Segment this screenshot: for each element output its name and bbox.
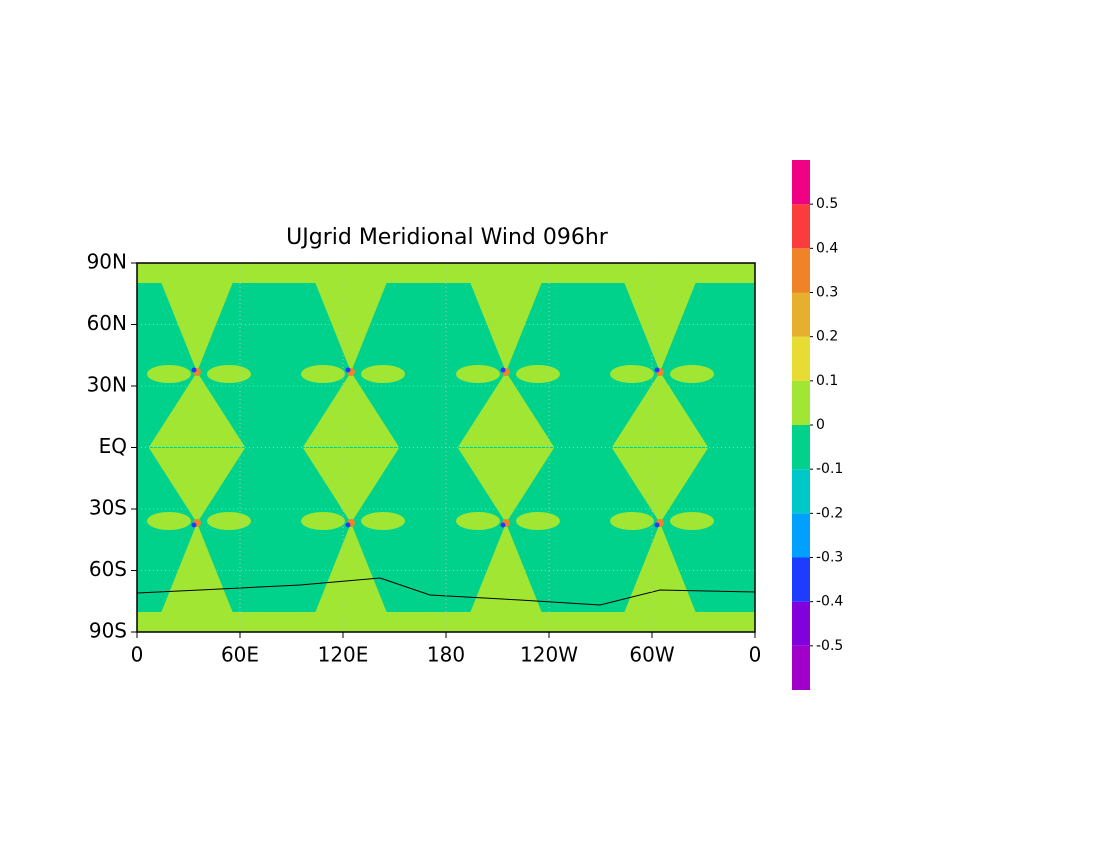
- colorbar-label: -0.3: [816, 550, 843, 566]
- x-tick-label: 0: [131, 643, 144, 667]
- y-tick-label: 90S: [89, 619, 127, 643]
- y-tick-label: 90N: [87, 250, 127, 274]
- x-tick-label: 60W: [629, 643, 674, 667]
- colorbar-bin: [792, 292, 810, 337]
- colorbar-bin: [792, 380, 810, 425]
- colorbar-label: -0.5: [816, 638, 843, 654]
- y-tick-label: 30S: [89, 496, 127, 520]
- y-tick-label: 60S: [89, 557, 127, 581]
- x-tick-label: 0: [749, 643, 762, 667]
- y-tick-label: 60N: [87, 311, 127, 335]
- colorbar-bin: [792, 513, 810, 558]
- colorbar-bin: [792, 601, 810, 646]
- x-tick-label: 60E: [221, 643, 259, 667]
- colorbar-bin: [792, 645, 810, 690]
- colorbar-label: 0.1: [816, 373, 838, 389]
- colorbar-label: -0.2: [816, 505, 843, 521]
- colorbar-bin: [792, 425, 810, 470]
- colorbar-label: -0.4: [816, 594, 843, 610]
- colorbar-label: 0.3: [816, 285, 838, 301]
- colorbar-label: 0.4: [816, 240, 838, 256]
- colorbar-bin: [792, 248, 810, 293]
- colorbar-bin: [792, 336, 810, 381]
- x-tick-label: 120W: [520, 643, 578, 667]
- colorbar-label: 0.2: [816, 329, 838, 345]
- x-tick-label: 120E: [318, 643, 369, 667]
- y-tick-label: EQ: [99, 434, 127, 458]
- colorbar-bin: [792, 160, 810, 205]
- plot-frame: [136, 262, 756, 633]
- x-tick-label: 180: [427, 643, 465, 667]
- colorbar-label: -0.1: [816, 461, 843, 477]
- colorbar-label: 0.5: [816, 196, 838, 212]
- colorbar-bin: [792, 204, 810, 249]
- colorbar: -0.5 -0.4 -0.3 -0.2 -0.1 0 0.1 0.2 0.3 0.4 0.5: [792, 160, 843, 690]
- y-tick-label: 30N: [87, 373, 127, 397]
- colorbar-bin: [792, 469, 810, 514]
- colorbar-label: 0: [816, 417, 825, 433]
- map-title: UJgrid Meridional Wind 096hr: [286, 225, 609, 250]
- colorbar-bin: [792, 557, 810, 602]
